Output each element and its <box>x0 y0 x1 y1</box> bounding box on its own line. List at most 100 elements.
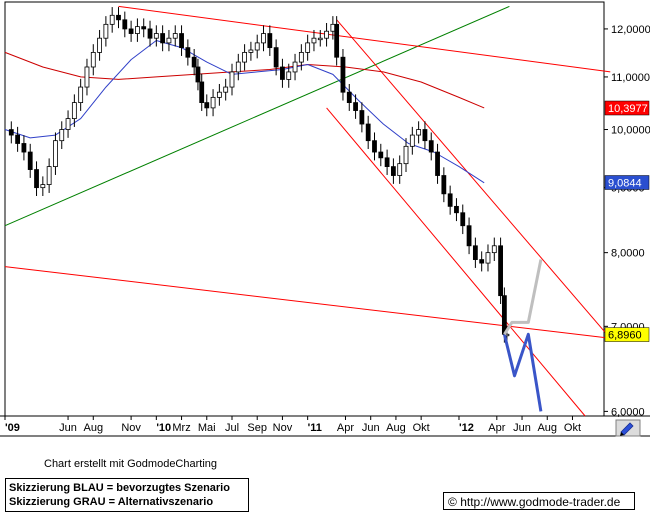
price-chart: 6,00007,00008,00009,000010,000011,000012… <box>0 1 650 437</box>
x-tick-label: Okt <box>413 422 430 434</box>
price-candle <box>103 23 109 39</box>
trendline-1 <box>4 5 510 227</box>
price-candle <box>21 143 27 153</box>
price-candle <box>160 33 166 44</box>
price-candle <box>334 23 340 58</box>
price-candle <box>204 102 210 109</box>
x-tick-label: '11 <box>308 422 322 434</box>
price-candle <box>460 212 466 227</box>
price-candle <box>15 134 21 144</box>
x-tick-label: Aug <box>537 422 557 434</box>
scenario-grey-line <box>503 259 543 336</box>
price-candle <box>491 245 497 254</box>
x-tick-label: Aug <box>386 422 406 434</box>
price-candle <box>466 225 472 247</box>
price-candle <box>199 81 205 104</box>
x-tick-label: Okt <box>564 422 581 434</box>
y-tick-label: 11,0000 <box>611 72 650 84</box>
price-candle <box>235 61 241 73</box>
trendline-4 <box>336 19 611 339</box>
x-tick-label: Nov <box>273 422 293 434</box>
x-tick-label: Apr <box>488 422 505 434</box>
legend-grey-scenario: Skizzierung GRAU = Alternativszenario <box>9 496 214 508</box>
x-tick-label: Mrz <box>172 422 190 434</box>
price-candle <box>359 110 365 125</box>
price-candle <box>27 151 33 170</box>
x-tick-label: Aug <box>83 422 103 434</box>
price-candle <box>84 66 90 88</box>
price-candle <box>324 30 329 39</box>
price-candle <box>317 37 323 41</box>
price-label-text: 9,0844 <box>608 178 642 190</box>
x-tick-label: Nov <box>121 422 141 434</box>
price-candle <box>441 175 447 195</box>
price-label-text: 6,8960 <box>608 330 642 342</box>
price-candle <box>71 102 77 119</box>
price-candle <box>498 245 503 297</box>
price-candle <box>353 102 358 111</box>
price-label-box <box>604 175 650 190</box>
price-candle <box>397 163 403 176</box>
price-candle <box>141 26 147 30</box>
price-candle <box>128 28 134 34</box>
x-tick-label: Jun <box>59 422 77 434</box>
price-candle <box>472 245 478 260</box>
price-candle <box>378 151 384 159</box>
price-candle <box>422 129 428 142</box>
draw-tool-button[interactable] <box>615 419 641 437</box>
price-candle <box>384 157 390 168</box>
price-candle <box>447 193 453 207</box>
price-bars <box>8 7 510 343</box>
price-candle <box>479 259 485 264</box>
price-candle <box>305 42 311 53</box>
x-axis: '09 Jun Aug Nov '10 Mrz Mai Jul Sep Nov '11 Apr Jun A… <box>4 416 581 434</box>
price-candle <box>78 86 84 104</box>
price-candle <box>242 52 248 63</box>
price-candle <box>46 166 52 186</box>
trendline-3 <box>4 266 611 339</box>
price-candle <box>286 71 292 80</box>
price-candle <box>501 295 507 335</box>
price-candle <box>267 33 273 49</box>
pencil-icon <box>620 422 634 436</box>
price-candle <box>340 56 346 93</box>
price-candle <box>53 140 58 168</box>
x-tick-label: Jul <box>225 422 239 434</box>
price-candle <box>191 56 197 68</box>
price-candle <box>109 14 115 25</box>
price-candle <box>185 47 191 58</box>
price-label-box <box>604 327 650 342</box>
price-candle <box>223 86 229 93</box>
price-candle <box>273 47 279 68</box>
price-candle <box>311 37 317 44</box>
x-tick-label: Jun <box>362 422 380 434</box>
price-candle <box>116 14 121 21</box>
price-candle <box>391 166 396 176</box>
price-candle <box>254 42 260 51</box>
chart-credit: Chart erstellt mit GodmodeCharting <box>44 458 218 470</box>
price-candle <box>280 66 285 80</box>
price-candle <box>135 26 140 34</box>
price-candle <box>172 33 178 39</box>
source-url: http://www.godmode-trader.de <box>460 495 621 509</box>
copyright-symbol: © <box>448 495 457 509</box>
legend-blue-scenario: Skizzierung BLAU = bevorzugtes Szenario <box>9 482 230 494</box>
x-tick-label: Mai <box>198 422 216 434</box>
x-tick-label: '12 <box>459 422 474 434</box>
price-candle <box>166 37 172 44</box>
price-candle <box>435 151 440 176</box>
price-candle <box>147 28 153 39</box>
price-candle <box>485 252 491 264</box>
price-candle <box>298 52 304 63</box>
source-link[interactable]: © http://www.godmode-trader.de <box>443 492 635 510</box>
trendline-2 <box>118 5 611 73</box>
price-candle <box>346 91 352 104</box>
x-tick-label: '09 <box>5 422 20 434</box>
price-candle <box>216 91 222 98</box>
price-candle <box>261 33 266 44</box>
y-tick-label: 8,0000 <box>611 248 645 260</box>
price-candle <box>403 145 409 165</box>
moving-average-blue <box>4 40 485 184</box>
price-candle <box>454 205 459 214</box>
price-candle <box>292 61 298 73</box>
